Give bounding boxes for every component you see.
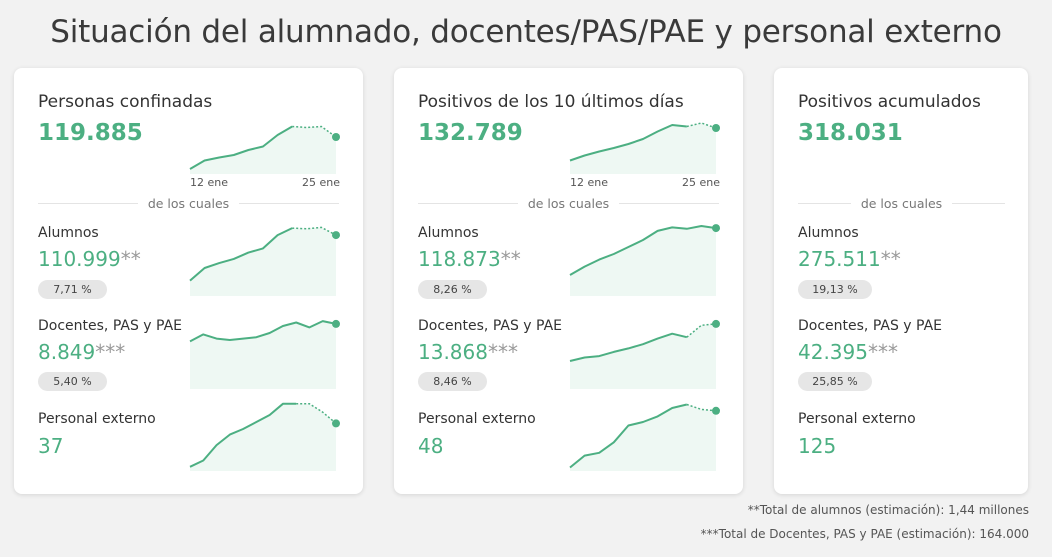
row-label-docentes: Docentes, PAS y PAE	[38, 318, 182, 334]
sparkline-line	[569, 124, 687, 162]
sparkline-projection	[686, 403, 717, 412]
sparkline-end-dot	[332, 419, 340, 428]
row-label-alumnos: Alumnos	[38, 225, 99, 241]
card-positivos-acumulados: Positivos acumulados 318.031 de los cual…	[774, 68, 1028, 494]
sparkline-area	[570, 404, 716, 471]
sparkline-projection	[292, 125, 337, 138]
sparkline-projection	[686, 323, 717, 338]
divider: de los cuales	[798, 195, 1005, 211]
divider: de los cuales	[38, 195, 339, 211]
sparkline-personal-externo	[189, 402, 340, 471]
page-title: Situación del alumnado, docentes/PAS/PAE…	[50, 14, 1002, 50]
footnote-alumnos: **Total de alumnos (estimación): 1,44 mi…	[747, 503, 1029, 517]
sparkline-end-dot	[712, 224, 720, 233]
divider-label: de los cuales	[527, 195, 610, 211]
sparkline-line	[569, 403, 688, 469]
main-sparkline	[569, 122, 720, 174]
row-label-personal-externo: Personal externo	[38, 411, 156, 427]
row-label-docentes: Docentes, PAS y PAE	[798, 318, 942, 334]
main-sparkline	[189, 125, 340, 174]
sparkline-personal-externo	[569, 403, 720, 471]
row-value-personal-externo: 48	[418, 434, 444, 458]
sparkline-area	[570, 323, 716, 389]
card-title: Personas confinadas	[38, 92, 213, 112]
sparkline-line	[189, 402, 297, 468]
row-label-alumnos: Alumnos	[798, 225, 859, 241]
percentage-badge: 5,40 %	[38, 372, 107, 391]
sparkline-area	[570, 226, 716, 296]
row-value-personal-externo: 37	[38, 434, 64, 458]
sparkline-line	[189, 320, 337, 343]
sparkline-projection	[292, 226, 337, 236]
axis-end-label: 25 ene	[302, 176, 341, 189]
sparkline-line	[189, 227, 293, 282]
card-title: Positivos acumulados	[798, 92, 981, 112]
sparkline-area	[190, 126, 336, 174]
divider-label: de los cuales	[147, 195, 230, 211]
sparkline-end-dot	[332, 319, 340, 328]
row-label-docentes: Docentes, PAS y PAE	[418, 318, 562, 334]
sparkline-line	[569, 225, 717, 276]
sparkline-docentes	[569, 319, 720, 389]
sparkline-projection	[296, 403, 337, 424]
percentage-badge: 19,13 %	[798, 280, 872, 299]
sparkline-end-dot	[712, 406, 720, 415]
row-value-docentes: 42.395***	[798, 340, 898, 364]
sparkline-end-dot	[712, 124, 720, 132]
sparkline-area	[190, 403, 336, 471]
axis-end-label: 25 ene	[682, 176, 721, 189]
sparkline-line	[189, 125, 293, 170]
sparkline-alumnos	[189, 226, 340, 296]
row-value-personal-externo: 125	[798, 434, 837, 458]
row-value-alumnos: 275.511**	[798, 247, 901, 271]
sparkline-docentes	[189, 319, 340, 389]
percentage-badge: 25,85 %	[798, 372, 872, 391]
row-label-alumnos: Alumnos	[418, 225, 479, 241]
row-value-alumnos: 118.873**	[418, 247, 521, 271]
sparkline-area	[190, 321, 336, 389]
percentage-badge: 7,71 %	[38, 280, 107, 299]
sparkline-end-dot	[332, 231, 340, 240]
axis-start-label: 12 ene	[190, 176, 229, 189]
row-value-docentes: 8.849***	[38, 340, 126, 364]
card-title: Positivos de los 10 últimos días	[418, 92, 684, 112]
sparkline-alumnos	[569, 224, 720, 296]
sparkline-end-dot	[712, 319, 720, 328]
footnote-docentes: ***Total de Docentes, PAS y PAE (estimac…	[700, 527, 1029, 541]
row-value-alumnos: 110.999**	[38, 247, 141, 271]
row-label-personal-externo: Personal externo	[798, 411, 916, 427]
divider: de los cuales	[418, 195, 719, 211]
percentage-badge: 8,46 %	[418, 372, 487, 391]
sparkline-area	[190, 227, 336, 296]
row-value-docentes: 13.868***	[418, 340, 518, 364]
sparkline-line	[569, 332, 688, 362]
axis-start-label: 12 ene	[570, 176, 609, 189]
percentage-badge: 8,26 %	[418, 280, 487, 299]
total-value: 119.885	[38, 120, 143, 146]
sparkline-area	[570, 123, 716, 174]
total-value: 132.789	[418, 120, 523, 146]
sparkline-end-dot	[332, 133, 340, 141]
total-value: 318.031	[798, 120, 903, 146]
sparkline-projection	[686, 122, 717, 129]
card-positivos-10-dias: Positivos de los 10 últimos días 132.789…	[394, 68, 743, 494]
card-personas-confinadas: Personas confinadas 119.885 12 ene 25 en…	[14, 68, 363, 494]
divider-label: de los cuales	[860, 195, 943, 211]
row-label-personal-externo: Personal externo	[418, 411, 536, 427]
